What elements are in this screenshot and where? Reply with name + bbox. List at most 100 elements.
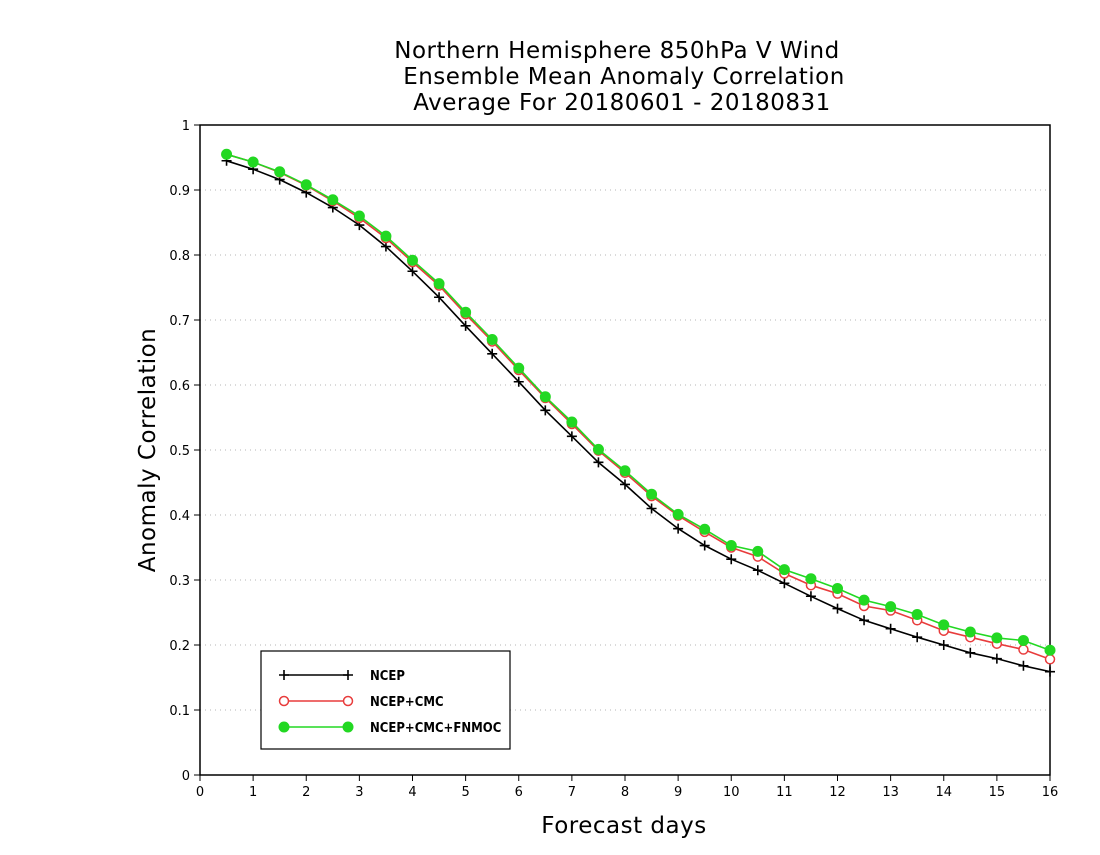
data-point-ncep-cmc-fnmoc <box>619 465 631 477</box>
x-tick-label: 4 <box>408 785 416 800</box>
y-tick-label: 0 <box>182 769 190 784</box>
data-point-ncep <box>699 540 710 551</box>
data-point-ncep-cmc-fnmoc <box>221 148 233 160</box>
data-point-ncep-cmc <box>1044 654 1056 665</box>
data-point-ncep-cmc-fnmoc <box>646 488 658 500</box>
data-point-ncep-cmc-fnmoc <box>407 254 418 266</box>
x-tick-label: 12 <box>829 785 846 800</box>
data-point-ncep-cmc-fnmoc <box>725 540 737 552</box>
chart-title: Northern Hemisphere 850hPa V Wind Ensemb… <box>394 38 845 116</box>
x-axis-title: Forecast days <box>541 813 706 839</box>
x-tick-label: 3 <box>355 785 363 800</box>
x-tick-label: 10 <box>723 785 740 800</box>
data-point-ncep <box>460 320 471 331</box>
data-point-ncep <box>434 292 445 303</box>
data-point-ncep-cmc-fnmoc <box>778 564 790 576</box>
data-point-ncep-cmc-fnmoc <box>274 166 286 178</box>
data-point-ncep-cmc-fnmoc <box>911 608 923 620</box>
series-line-ncep <box>226 160 1051 673</box>
series-ncep-cmc-fnmoc <box>221 148 1056 656</box>
data-point-ncep <box>1045 666 1055 677</box>
x-tick-label: 7 <box>568 785 576 800</box>
x-tick-label: 1 <box>249 785 257 800</box>
chart-title-line-2: Ensemble Mean Anomaly Correlation <box>403 64 845 90</box>
series-line-ncep-cmc-fnmoc <box>226 153 1051 651</box>
x-tick-label: 16 <box>1042 785 1059 800</box>
data-point-ncep <box>593 457 604 468</box>
data-point-ncep <box>965 647 976 658</box>
x-tick-label: 15 <box>989 785 1006 800</box>
data-point-ncep-cmc-fnmoc <box>433 278 445 290</box>
y-tick-label: 0.8 <box>169 249 190 264</box>
data-point-ncep <box>1018 660 1029 671</box>
data-point-ncep-cmc-fnmoc <box>539 391 551 403</box>
x-axis-ticks: 0 1 2 3 4 5 6 7 8 9 10 11 12 13 14 15 16 <box>196 775 1058 800</box>
data-point-ncep-cmc-fnmoc <box>327 194 339 206</box>
x-tick-label: 11 <box>776 785 793 800</box>
data-point-ncep-cmc-fnmoc <box>486 334 498 345</box>
data-point-ncep <box>566 431 577 442</box>
data-point-ncep-cmc-fnmoc <box>938 619 950 631</box>
x-tick-label: 2 <box>302 785 310 800</box>
chart-title-line-3: Average For 20180601 - 20180831 <box>413 90 831 116</box>
x-tick-label: 13 <box>882 785 899 800</box>
data-point-ncep <box>726 554 737 565</box>
data-point-ncep <box>859 615 870 626</box>
data-point-ncep <box>832 603 843 614</box>
data-point-ncep <box>885 623 896 634</box>
data-point-ncep-cmc-fnmoc <box>300 179 312 191</box>
data-point-ncep-cmc-fnmoc <box>885 601 897 613</box>
x-tick-label: 8 <box>621 785 629 800</box>
legend-marker-ncep-cmc <box>278 695 290 707</box>
data-point-ncep-cmc-fnmoc <box>858 594 870 606</box>
x-tick-label: 14 <box>935 785 952 800</box>
data-point-ncep-cmc-fnmoc <box>699 523 711 535</box>
data-point-ncep-cmc-fnmoc <box>460 306 472 318</box>
legend-marker-ncep-cmc-fnmoc <box>342 721 354 733</box>
y-axis-title: Anomaly Correlation <box>135 328 161 573</box>
x-tick-label: 6 <box>515 785 523 800</box>
data-point-ncep <box>620 479 630 490</box>
y-tick-label: 0.3 <box>169 574 190 589</box>
data-point-ncep <box>805 591 816 602</box>
data-point-ncep-cmc-fnmoc <box>247 156 259 168</box>
series-ncep-cmc <box>221 149 1056 665</box>
data-point-ncep-cmc-fnmoc <box>832 582 843 594</box>
data-point-ncep <box>407 266 418 277</box>
legend-marker-ncep-cmc <box>342 695 354 707</box>
data-point-ncep-cmc-fnmoc <box>752 545 764 557</box>
y-tick-label: 0.9 <box>169 184 190 199</box>
legend-label-ncep: NCEP <box>370 669 405 684</box>
x-tick-label: 0 <box>196 785 204 800</box>
data-point-ncep-cmc-fnmoc <box>353 210 365 222</box>
data-point-ncep <box>991 653 1002 664</box>
x-tick-label: 9 <box>674 785 682 800</box>
data-point-ncep <box>540 405 551 416</box>
y-tick-label: 0.5 <box>169 444 190 459</box>
data-point-ncep <box>646 503 657 514</box>
data-point-ncep <box>752 565 763 576</box>
y-tick-label: 0.4 <box>169 509 190 524</box>
data-point-ncep-cmc-fnmoc <box>1017 634 1029 646</box>
y-tick-label: 0.6 <box>169 379 190 394</box>
legend-box <box>260 650 511 750</box>
data-point-ncep-cmc-fnmoc <box>672 508 684 520</box>
legend-marker-ncep <box>343 670 353 680</box>
grid-lines <box>200 189 1050 711</box>
y-axis-ticks: 0 0.1 0.2 0.3 0.4 0.5 0.6 0.7 0.8 0.9 1 <box>169 119 200 784</box>
data-point-ncep-cmc-fnmoc <box>991 632 1003 644</box>
series-ncep <box>221 155 1055 677</box>
chart-title-line-1: Northern Hemisphere 850hPa V Wind <box>394 38 839 64</box>
y-tick-label: 0.2 <box>169 639 190 654</box>
series-line-ncep-cmc <box>226 153 1051 661</box>
data-point-ncep-cmc <box>1018 644 1029 655</box>
y-tick-label: 0.7 <box>169 314 190 329</box>
data-point-ncep-cmc-fnmoc <box>513 362 525 374</box>
y-tick-label: 0.1 <box>169 704 190 719</box>
data-point-ncep-cmc-fnmoc <box>1044 644 1056 656</box>
legend-label-ncep-cmc-fnmoc: NCEP+CMC+FNMOC <box>370 721 501 736</box>
data-point-ncep <box>487 348 498 359</box>
data-point-ncep <box>938 640 949 650</box>
